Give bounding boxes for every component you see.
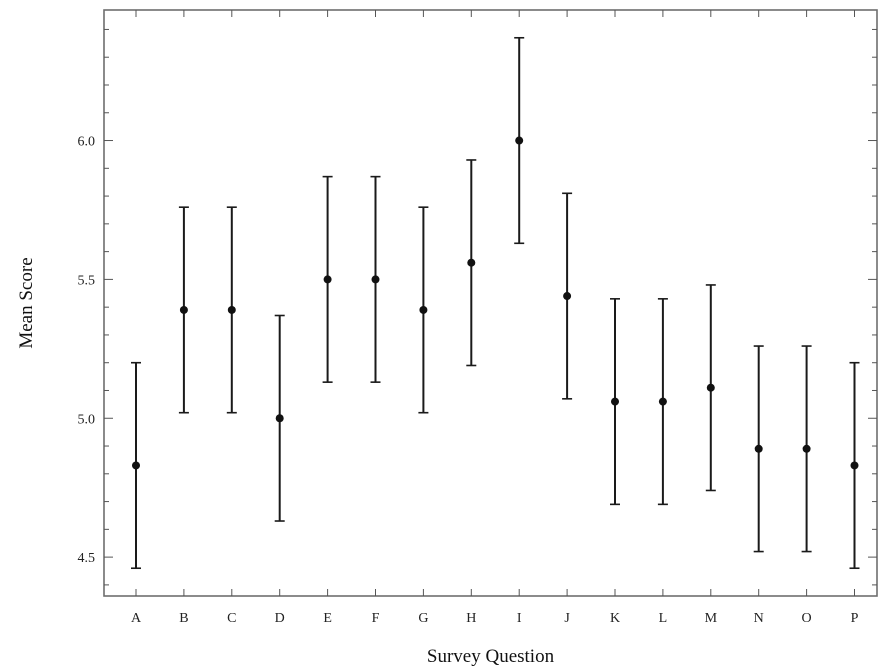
mean-point xyxy=(850,461,859,470)
x-tick-label: C xyxy=(227,611,236,626)
x-tick-label: I xyxy=(517,611,522,626)
mean-point xyxy=(658,397,667,406)
mean-point xyxy=(563,292,572,301)
mean-point xyxy=(179,305,188,314)
mean-point xyxy=(323,275,332,284)
mean-point xyxy=(754,444,763,453)
y-tick-label: 6.0 xyxy=(78,135,96,150)
x-axis-label: Survey Question xyxy=(427,646,555,667)
mean-point xyxy=(371,275,380,284)
x-tick-label: B xyxy=(179,611,188,626)
x-tick-label: F xyxy=(372,611,380,626)
mean-point xyxy=(515,136,524,145)
data-marks xyxy=(131,36,860,570)
x-axis: A B C D E F G H I J K L M N O P xyxy=(131,10,859,626)
mean-point xyxy=(132,461,140,470)
x-tick-label: D xyxy=(275,611,285,626)
x-tick-label: P xyxy=(851,611,859,626)
mean-point xyxy=(275,414,284,423)
mean-point xyxy=(227,305,236,314)
mean-point xyxy=(802,444,811,453)
y-tick-label: 4.5 xyxy=(78,551,96,566)
mean-point xyxy=(706,383,715,392)
x-tick-label: L xyxy=(659,611,668,626)
x-tick-label: O xyxy=(802,611,812,626)
x-tick-label: H xyxy=(466,611,476,626)
x-tick-label: N xyxy=(754,611,764,626)
mean-point xyxy=(611,397,619,406)
x-tick-label: A xyxy=(131,611,142,626)
x-tick-label: E xyxy=(323,611,332,626)
plot-frame xyxy=(103,9,878,597)
mean-point xyxy=(419,305,428,314)
x-tick-label: J xyxy=(564,611,570,626)
x-tick-label: K xyxy=(610,611,620,626)
y-tick-label: 5.5 xyxy=(78,273,96,288)
y-tick-label: 5.0 xyxy=(78,412,96,427)
y-axis: 4.5 5.0 5.5 6.0 xyxy=(78,28,877,586)
x-tick-label: G xyxy=(418,611,428,626)
mean-point xyxy=(467,258,476,267)
x-tick-label: M xyxy=(705,611,718,626)
y-axis-label: Mean Score xyxy=(16,257,37,348)
